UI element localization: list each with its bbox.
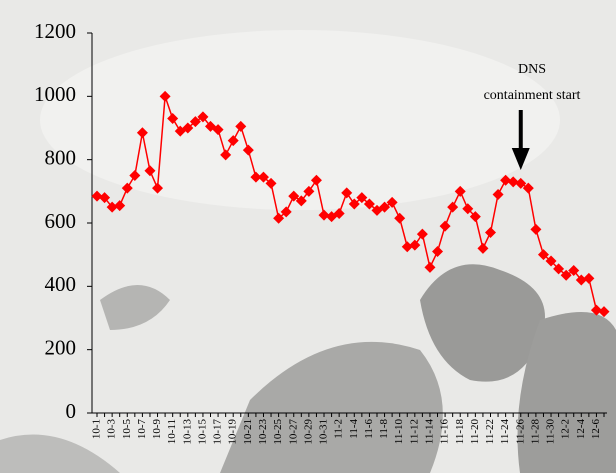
- x-tick-label: 11-22: [484, 419, 496, 444]
- x-tick-label: 12-2: [560, 419, 572, 439]
- page: 02004006008001000120010-110-310-510-710-…: [0, 0, 616, 473]
- x-tick-label: 10-3: [106, 419, 118, 440]
- x-tick-label: 10-9: [151, 419, 163, 440]
- x-tick-label: 11-2: [333, 419, 345, 439]
- x-tick-label: 10-1: [91, 419, 103, 439]
- y-tick-label: 1200: [34, 19, 76, 43]
- chart: 02004006008001000120010-110-310-510-710-…: [0, 0, 616, 473]
- x-tick-label: 11-6: [363, 419, 375, 439]
- y-tick-label: 800: [45, 145, 77, 169]
- x-tick-label: 11-14: [423, 419, 435, 445]
- y-tick-label: 600: [45, 209, 77, 233]
- annotation-text: DNS: [518, 62, 546, 77]
- x-tick-label: 10-15: [196, 419, 208, 445]
- x-tick-label: 10-5: [121, 419, 133, 440]
- x-tick-label: 10-13: [181, 419, 193, 445]
- x-tick-label: 10-25: [272, 419, 284, 445]
- x-tick-label: 10-17: [212, 419, 224, 445]
- annotation-text: containment start: [484, 88, 581, 103]
- x-tick-label: 10-19: [227, 419, 239, 445]
- x-tick-label: 10-21: [242, 419, 254, 445]
- x-tick-label: 11-26: [514, 419, 526, 445]
- x-tick-label: 10-23: [257, 419, 269, 445]
- x-tick-label: 11-24: [499, 419, 511, 445]
- x-tick-label: 10-27: [287, 419, 299, 445]
- x-tick-label: 11-12: [408, 419, 420, 444]
- x-tick-label: 11-16: [439, 419, 451, 445]
- x-tick-label: 10-31: [318, 419, 330, 445]
- x-tick-label: 11-18: [454, 419, 466, 445]
- x-tick-label: 10-7: [136, 419, 148, 440]
- y-tick-label: 1000: [34, 82, 76, 106]
- x-tick-label: 11-20: [469, 419, 481, 445]
- y-tick-label: 0: [66, 399, 77, 423]
- y-tick-label: 400: [45, 272, 77, 296]
- x-tick-label: 12-6: [590, 419, 602, 440]
- x-tick-label: 11-8: [378, 419, 390, 439]
- x-tick-label: 11-30: [545, 419, 557, 445]
- x-tick-label: 12-4: [575, 419, 587, 440]
- x-tick-label: 10-29: [302, 419, 314, 445]
- x-tick-label: 10-11: [166, 419, 178, 444]
- y-tick-label: 200: [45, 335, 77, 359]
- x-tick-label: 11-10: [393, 419, 405, 445]
- x-tick-label: 11-28: [529, 419, 541, 445]
- x-tick-label: 11-4: [348, 419, 360, 439]
